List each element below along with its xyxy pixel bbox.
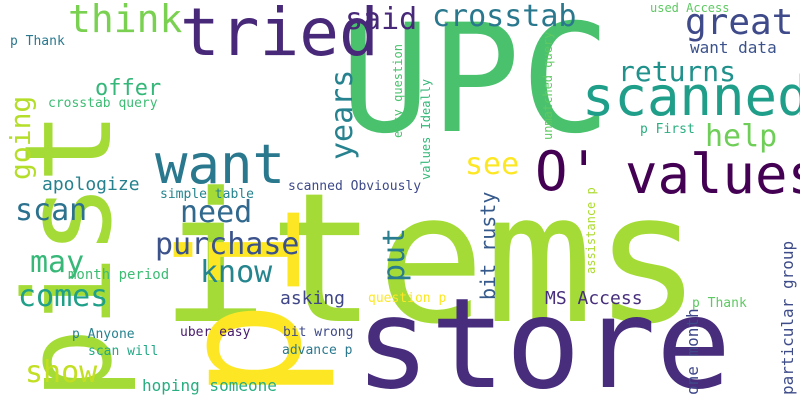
- word: purchase: [155, 227, 300, 262]
- word: p Anyone: [72, 327, 135, 342]
- word: great: [685, 2, 794, 43]
- word: want data: [690, 38, 777, 57]
- word: help: [705, 119, 778, 154]
- word: need: [180, 195, 253, 230]
- word: tried: [180, 0, 379, 71]
- word: apologize: [42, 174, 140, 195]
- word: crosstab query: [48, 96, 158, 111]
- word: asking: [280, 288, 346, 309]
- word: particular group: [778, 240, 797, 395]
- word: assistance p: [584, 187, 598, 274]
- word: said: [345, 2, 418, 37]
- word: question p: [368, 291, 447, 306]
- word: bit rusty: [476, 191, 500, 300]
- word: values Ideally: [419, 78, 433, 180]
- word: want: [155, 133, 286, 196]
- word: uber easy: [180, 325, 251, 340]
- word: scan will: [88, 344, 159, 359]
- word: UPC: [340, 0, 611, 167]
- word: MS Access: [545, 288, 643, 309]
- word: scan: [15, 193, 88, 228]
- word: simple table: [160, 187, 254, 202]
- word: going: [4, 95, 37, 180]
- word: crosstab: [432, 0, 577, 34]
- word: month period: [68, 267, 170, 283]
- word: store: [355, 272, 732, 400]
- word: scanned Obviously: [288, 179, 422, 194]
- word: know: [200, 255, 273, 290]
- word: may: [30, 245, 85, 280]
- word: advance p: [282, 343, 353, 358]
- word: hoping someone: [142, 376, 277, 395]
- word: one month: [683, 308, 702, 395]
- word: comes: [18, 279, 109, 314]
- word: used Access: [650, 1, 730, 15]
- word: put: [377, 227, 412, 282]
- word: p Thank: [10, 34, 65, 49]
- word: show: [25, 355, 98, 390]
- word: p First: [640, 122, 695, 137]
- word: O': [535, 140, 601, 203]
- word: easy question: [391, 44, 405, 138]
- word: items: [160, 155, 702, 364]
- word: see: [465, 147, 520, 182]
- word: years: [325, 69, 360, 160]
- word: think: [68, 0, 183, 41]
- word: p Thank: [692, 296, 747, 311]
- word: bit wrong: [283, 325, 354, 340]
- word: values: [625, 143, 800, 206]
- word: returns: [618, 55, 737, 88]
- word: scanned: [582, 65, 800, 128]
- word: unmatched query: [541, 31, 555, 140]
- word: offer: [95, 76, 162, 101]
